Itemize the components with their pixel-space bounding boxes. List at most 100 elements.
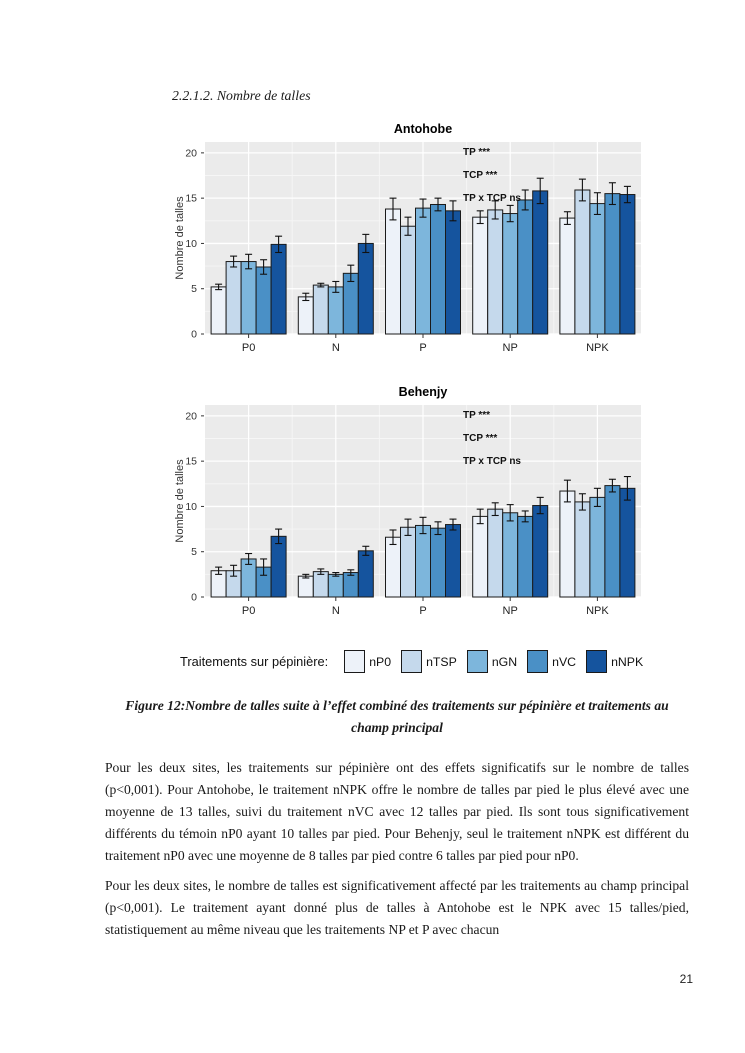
legend-items: nP0 nTSP nGN nVC nNPK (344, 650, 653, 673)
chart-behenjy: Behenjy 0 5 10 15 20 P0 N P NP NPK TP *** TCP *** TP… (173, 385, 645, 634)
page-content: 2.2.1.2. Nombre de talles Antohobe 0 5 10 1… (105, 88, 689, 937)
chart-behenjy-title: Behenjy (398, 385, 448, 399)
bar-nVC-N (342, 572, 359, 598)
y-tick-label: 0 (191, 592, 197, 604)
bar-nP0-NP (472, 216, 489, 335)
y-tick-label: 0 (191, 329, 197, 341)
bar-nGN-NP (502, 512, 519, 598)
y-tick-label: 5 (191, 546, 197, 558)
x-tick-label: N (332, 605, 340, 617)
paragraph-2: Pour les deux sites, le nombre de talles… (105, 878, 689, 937)
bar-nGN-P0 (240, 261, 257, 335)
x-tick-label: P (419, 342, 426, 354)
bar-nP0-P0 (210, 286, 227, 335)
paragraph-1: Pour les deux sites, les traitements sur… (105, 760, 689, 863)
legend-item-label: nGN (491, 654, 518, 669)
chart-antohobe-plot: 0 5 10 15 20 P0 N P NP NPK TP *** TCP *** TP x TCP n… (173, 138, 645, 371)
chart-antohobe: Antohobe 0 5 10 15 20 P0 N P NP NPK TP *** TCP *** T… (173, 122, 645, 371)
bar-nNPK-P0 (270, 535, 287, 598)
legend-item-label: nVC (552, 654, 577, 669)
bar-nVC-NP (517, 515, 534, 598)
y-tick-label: 15 (185, 456, 197, 468)
bar-nVC-NPK (604, 485, 621, 598)
legend-item: nGN (466, 650, 518, 673)
bar-nVC-N (342, 272, 359, 335)
legend-item: nNPK (586, 650, 643, 673)
bar-nGN-P (415, 524, 431, 598)
y-tick-label: 10 (185, 238, 197, 250)
annotation-text: TP *** (463, 410, 490, 421)
x-tick-label: NPK (586, 605, 609, 617)
bar-nNPK-P (445, 210, 461, 335)
bar-nNPK-N (357, 242, 374, 335)
x-tick-label: NP (503, 342, 518, 354)
x-tick-label: P (419, 605, 426, 617)
bar-nTSP-P (400, 526, 416, 598)
bar-nTSP-N (312, 571, 329, 598)
legend-item-label: nNPK (611, 654, 644, 669)
y-tick-label: 10 (185, 501, 197, 513)
bar-nNPK-N (357, 550, 374, 598)
bar-nNPK-NP (532, 190, 549, 335)
bar-nP0-P (385, 536, 401, 598)
bar-nTSP-NPK (574, 189, 591, 335)
x-tick-label: NP (503, 605, 518, 617)
bar-nTSP-N (312, 284, 329, 335)
bar-nNPK-NPK (619, 487, 636, 598)
bar-nP0-NPK (559, 490, 576, 598)
y-tick-label: 15 (185, 193, 197, 205)
x-tick-label: P0 (242, 342, 255, 354)
legend-item-label: nP0 (369, 654, 392, 669)
legend-item-label: nTSP (426, 654, 457, 669)
figure-caption: Figure 12:Nombre de talles suite à l’eff… (125, 698, 669, 735)
legend-swatch (401, 650, 423, 673)
bar-nGN-P (415, 207, 431, 335)
bar-nGN-NP (502, 213, 519, 335)
x-tick-label: NPK (586, 342, 609, 354)
bar-nP0-NP (472, 515, 489, 598)
legend-item: nP0 (344, 650, 391, 673)
annotation-text: TCP *** (463, 170, 497, 181)
legend-swatch (586, 650, 608, 673)
bar-nP0-NPK (559, 217, 576, 335)
bar-nNPK-P0 (270, 243, 287, 335)
legend-swatch (527, 650, 549, 673)
page-number: 21 (679, 972, 693, 986)
bar-nGN-NPK (589, 203, 606, 335)
legend-label: Traitements sur pépinière: (180, 654, 329, 669)
bar-nTSP-NP (487, 209, 504, 335)
bar-nTSP-P (400, 225, 416, 335)
legend-item: nVC (527, 650, 576, 673)
chart-antohobe-title: Antohobe (393, 122, 453, 136)
bar-nTSP-P0 (225, 261, 242, 335)
legend-swatch (466, 650, 488, 673)
bar-nTSP-NPK (574, 501, 591, 598)
bar-nTSP-NP (487, 508, 504, 598)
y-axis-label: Nombre de talles (174, 459, 186, 543)
bar-nGN-N (327, 286, 344, 335)
bar-nVC-NPK (604, 193, 621, 335)
bar-nNPK-P (445, 524, 461, 598)
y-tick-label: 20 (185, 410, 197, 422)
bar-nP0-P (385, 208, 401, 335)
annotation-text: TP x TCP ns (463, 193, 521, 204)
chart-legend: Traitements sur pépinière: nP0 nTSP nGN nVC… (180, 650, 689, 673)
y-tick-label: 20 (185, 147, 197, 159)
annotation-text: TP *** (463, 147, 490, 158)
y-axis-label: Nombre de talles (174, 196, 186, 280)
x-tick-label: P0 (242, 605, 255, 617)
legend-swatch (344, 650, 366, 673)
bar-nGN-NPK (589, 496, 606, 598)
annotation-text: TCP *** (463, 433, 497, 444)
bar-nNPK-NP (532, 505, 549, 598)
bar-nGN-N (327, 573, 344, 598)
bar-nVC-P0 (255, 266, 272, 335)
chart-behenjy-plot: 0 5 10 15 20 P0 N P NP NPK TP *** TCP *** TP x TCP n… (173, 401, 645, 634)
section-heading: 2.2.1.2. Nombre de talles (172, 88, 311, 103)
bar-nNPK-NPK (619, 194, 636, 335)
bar-nVC-P (430, 203, 446, 335)
bar-nVC-NP (517, 199, 534, 335)
